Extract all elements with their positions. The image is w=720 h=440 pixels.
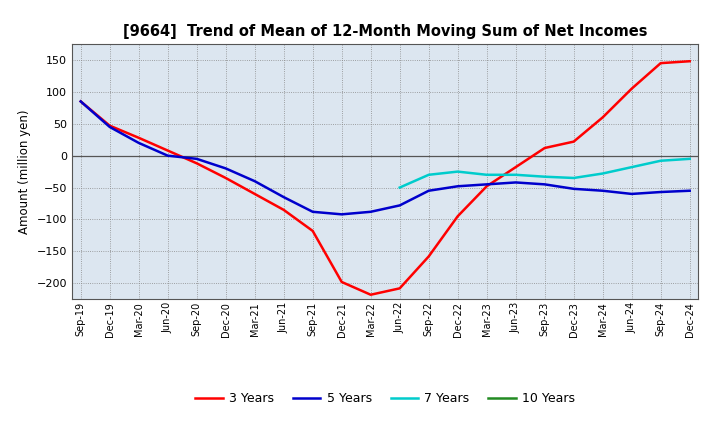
7 Years <box>598 171 607 176</box>
5 Years <box>395 203 404 208</box>
3 Years <box>657 60 665 66</box>
3 Years <box>251 191 259 197</box>
3 Years <box>135 135 143 140</box>
Y-axis label: Amount (million yen): Amount (million yen) <box>18 110 31 234</box>
7 Years <box>570 175 578 180</box>
3 Years <box>511 165 520 170</box>
3 Years <box>338 279 346 285</box>
7 Years <box>657 158 665 163</box>
3 Years <box>454 214 462 219</box>
5 Years <box>511 180 520 185</box>
3 Years <box>424 254 433 259</box>
7 Years <box>395 185 404 190</box>
3 Years <box>279 207 288 213</box>
5 Years <box>308 209 317 214</box>
5 Years <box>105 124 114 129</box>
7 Years <box>454 169 462 174</box>
3 Years <box>627 86 636 92</box>
Line: 7 Years: 7 Years <box>400 159 690 187</box>
3 Years <box>395 286 404 291</box>
5 Years <box>454 183 462 189</box>
5 Years <box>424 188 433 194</box>
7 Years <box>424 172 433 177</box>
3 Years <box>308 228 317 234</box>
5 Years <box>163 153 172 158</box>
5 Years <box>192 156 201 161</box>
5 Years <box>541 182 549 187</box>
3 Years <box>541 145 549 150</box>
3 Years <box>482 183 491 189</box>
7 Years <box>685 156 694 161</box>
5 Years <box>76 99 85 104</box>
5 Years <box>366 209 375 214</box>
3 Years <box>221 175 230 180</box>
Legend: 3 Years, 5 Years, 7 Years, 10 Years: 3 Years, 5 Years, 7 Years, 10 Years <box>191 387 580 410</box>
Title: [9664]  Trend of Mean of 12-Month Moving Sum of Net Incomes: [9664] Trend of Mean of 12-Month Moving … <box>123 24 647 39</box>
5 Years <box>627 191 636 197</box>
5 Years <box>338 212 346 217</box>
5 Years <box>570 186 578 191</box>
5 Years <box>598 188 607 194</box>
7 Years <box>511 172 520 177</box>
3 Years <box>192 161 201 166</box>
3 Years <box>366 292 375 297</box>
5 Years <box>135 140 143 146</box>
3 Years <box>570 139 578 144</box>
3 Years <box>105 123 114 128</box>
5 Years <box>251 179 259 184</box>
Line: 5 Years: 5 Years <box>81 101 690 214</box>
3 Years <box>163 148 172 153</box>
5 Years <box>482 182 491 187</box>
7 Years <box>541 174 549 180</box>
5 Years <box>685 188 694 194</box>
5 Years <box>221 166 230 171</box>
3 Years <box>76 99 85 104</box>
5 Years <box>657 189 665 194</box>
3 Years <box>598 115 607 120</box>
7 Years <box>482 172 491 177</box>
5 Years <box>279 194 288 200</box>
3 Years <box>685 59 694 64</box>
Line: 3 Years: 3 Years <box>81 61 690 295</box>
7 Years <box>627 165 636 170</box>
